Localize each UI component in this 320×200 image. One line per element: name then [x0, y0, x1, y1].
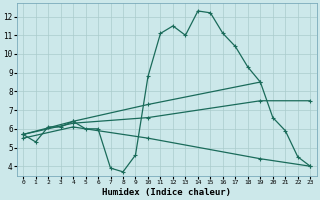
X-axis label: Humidex (Indice chaleur): Humidex (Indice chaleur) [102, 188, 231, 197]
